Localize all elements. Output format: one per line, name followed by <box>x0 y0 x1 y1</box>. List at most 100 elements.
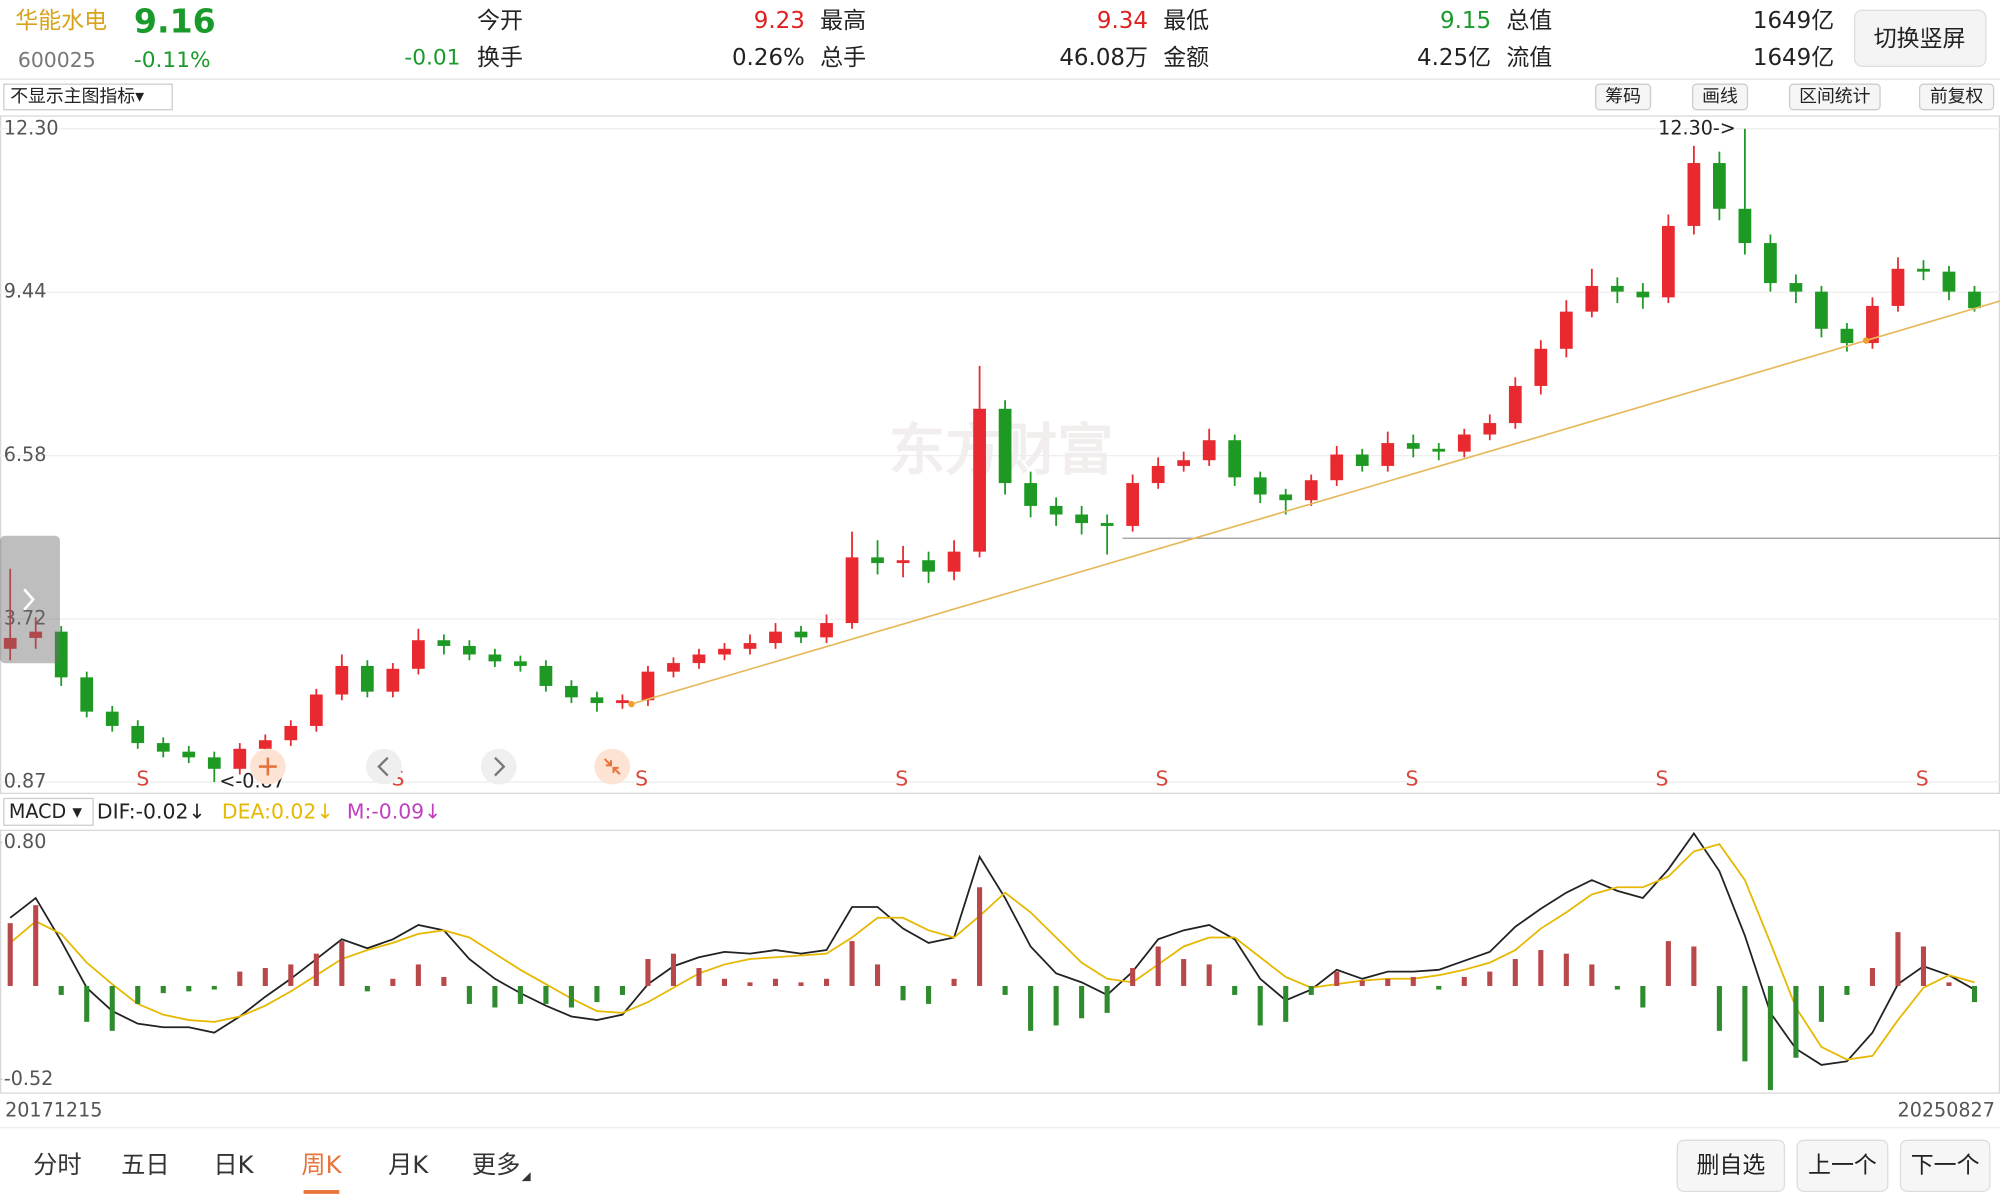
candle-body <box>233 748 247 769</box>
macd-bar <box>1232 985 1238 995</box>
candle-body <box>794 631 808 638</box>
footer: 分时 五日 日K 周K 月K 更多 删自选 上一个 下一个 <box>33 1139 1991 1194</box>
candle-body <box>1508 385 1522 424</box>
toolbar-button[interactable] <box>1919 83 1995 111</box>
candle-body <box>1815 291 1828 329</box>
macd-bar <box>1385 978 1391 986</box>
candle-body <box>743 643 757 649</box>
footer-button[interactable] <box>1676 1139 1786 1192</box>
macd-bar <box>517 985 523 1004</box>
candle-body <box>131 725 145 744</box>
signal-marker: S <box>136 766 149 790</box>
macd-bar <box>441 976 447 986</box>
macd-chart: 0.80 -0.52 DIF:-0.02↓ DEA:0.02↓ M:-0.09↓ <box>0 800 1978 1091</box>
macd-bar <box>262 968 268 986</box>
stock-code: 600025 <box>18 48 96 72</box>
toolbar-button-label: 前复权 <box>1930 86 1984 107</box>
candle-body <box>1381 443 1395 466</box>
trend-anchor <box>628 700 635 708</box>
macd-bar <box>1665 941 1671 986</box>
macd-bar <box>619 985 625 995</box>
macd-bar <box>1461 976 1467 986</box>
macd-bar <box>1742 985 1748 1062</box>
macd-bar <box>1359 980 1365 986</box>
macd-bar <box>977 887 983 986</box>
macd-plot-frame <box>0 829 2000 1094</box>
macd-select[interactable] <box>3 797 94 826</box>
period-tab[interactable]: 月K <box>388 1151 429 1179</box>
signal-marker: S <box>895 766 908 790</box>
period-tab[interactable]: 分时 <box>33 1151 81 1179</box>
end-date: 20250827 <box>1898 1098 1995 1121</box>
shrink-button[interactable] <box>594 748 631 785</box>
candle-body <box>437 640 451 646</box>
macd-bar <box>415 964 421 986</box>
candle-body <box>207 757 221 769</box>
stat-label: 流值 <box>1506 45 1552 71</box>
candle-body <box>820 623 833 638</box>
scroll-right-button[interactable] <box>480 748 517 785</box>
stat-label: 最高 <box>820 8 866 34</box>
stat-value: 1649亿 <box>1753 45 1834 71</box>
macd-bar <box>211 985 217 990</box>
footer-button[interactable] <box>1899 1139 1991 1192</box>
stat-value: 1649亿 <box>1753 8 1834 34</box>
macd-bar <box>313 953 319 986</box>
signal-marker: S <box>635 766 648 790</box>
macd-bar <box>670 953 677 986</box>
footer-button-label: 上一个 <box>1808 1152 1877 1178</box>
stat-label: 总值 <box>1506 8 1552 34</box>
macd-bar <box>926 985 932 1004</box>
candle-body <box>1891 268 1905 306</box>
period-tab[interactable]: 更多 <box>472 1151 520 1179</box>
toolbar-button[interactable] <box>1691 83 1749 111</box>
signal-marker: S <box>1406 766 1419 790</box>
candle-body <box>1942 271 1956 292</box>
stat-label: 金额 <box>1163 45 1209 71</box>
indicator-select[interactable] <box>3 83 173 111</box>
candle-body <box>1661 225 1675 298</box>
candle-body <box>1764 243 1777 284</box>
scroll-left-button[interactable] <box>366 748 402 785</box>
macd-bar <box>237 971 243 986</box>
side-panel-toggle[interactable] <box>0 535 60 664</box>
candle-body <box>1202 440 1216 461</box>
indicator-select-label: 不显示主图指标▾ <box>10 86 144 107</box>
candle-body <box>1789 283 1803 292</box>
candle-body <box>182 751 196 758</box>
macd-bar <box>288 964 294 986</box>
candle-body <box>1610 285 1624 292</box>
macd-bar <box>1563 953 1569 986</box>
macd-bar <box>772 978 779 986</box>
candle-body <box>1687 163 1701 226</box>
period-tab[interactable]: 日K <box>213 1151 254 1179</box>
candle-body <box>1100 523 1114 526</box>
active-tab-underline <box>303 1190 340 1194</box>
period-tab[interactable]: 周K <box>301 1151 342 1179</box>
macd-bar <box>390 978 396 986</box>
macd-bar <box>186 985 192 992</box>
candle-body <box>1024 483 1037 506</box>
macd-bar <box>798 982 804 986</box>
candle-body <box>360 665 374 692</box>
macd-bar <box>900 985 906 1001</box>
plus-icon <box>258 757 277 776</box>
macd-bar <box>492 985 498 1008</box>
candle-body <box>105 711 119 726</box>
candle-body <box>769 631 782 644</box>
candle-body <box>947 551 961 572</box>
toolbar-button[interactable] <box>1595 83 1652 111</box>
macd-bar <box>1920 946 1927 986</box>
candle-body <box>1534 348 1548 386</box>
stat-value: 0.26% <box>732 45 805 71</box>
legend-entry: DIF:-0.02↓ <box>97 800 206 824</box>
stat-value: 9.23 <box>754 8 805 34</box>
orientation-button[interactable] <box>1853 9 1987 67</box>
toolbar: 筹码 画线 区间统计 前复权 <box>1595 83 1995 111</box>
macd-bar <box>1512 959 1518 986</box>
candle-body <box>1968 291 1981 309</box>
toolbar-button[interactable] <box>1788 83 1881 111</box>
period-tab[interactable]: 五日 <box>121 1151 169 1179</box>
footer-button[interactable] <box>1796 1139 1889 1192</box>
